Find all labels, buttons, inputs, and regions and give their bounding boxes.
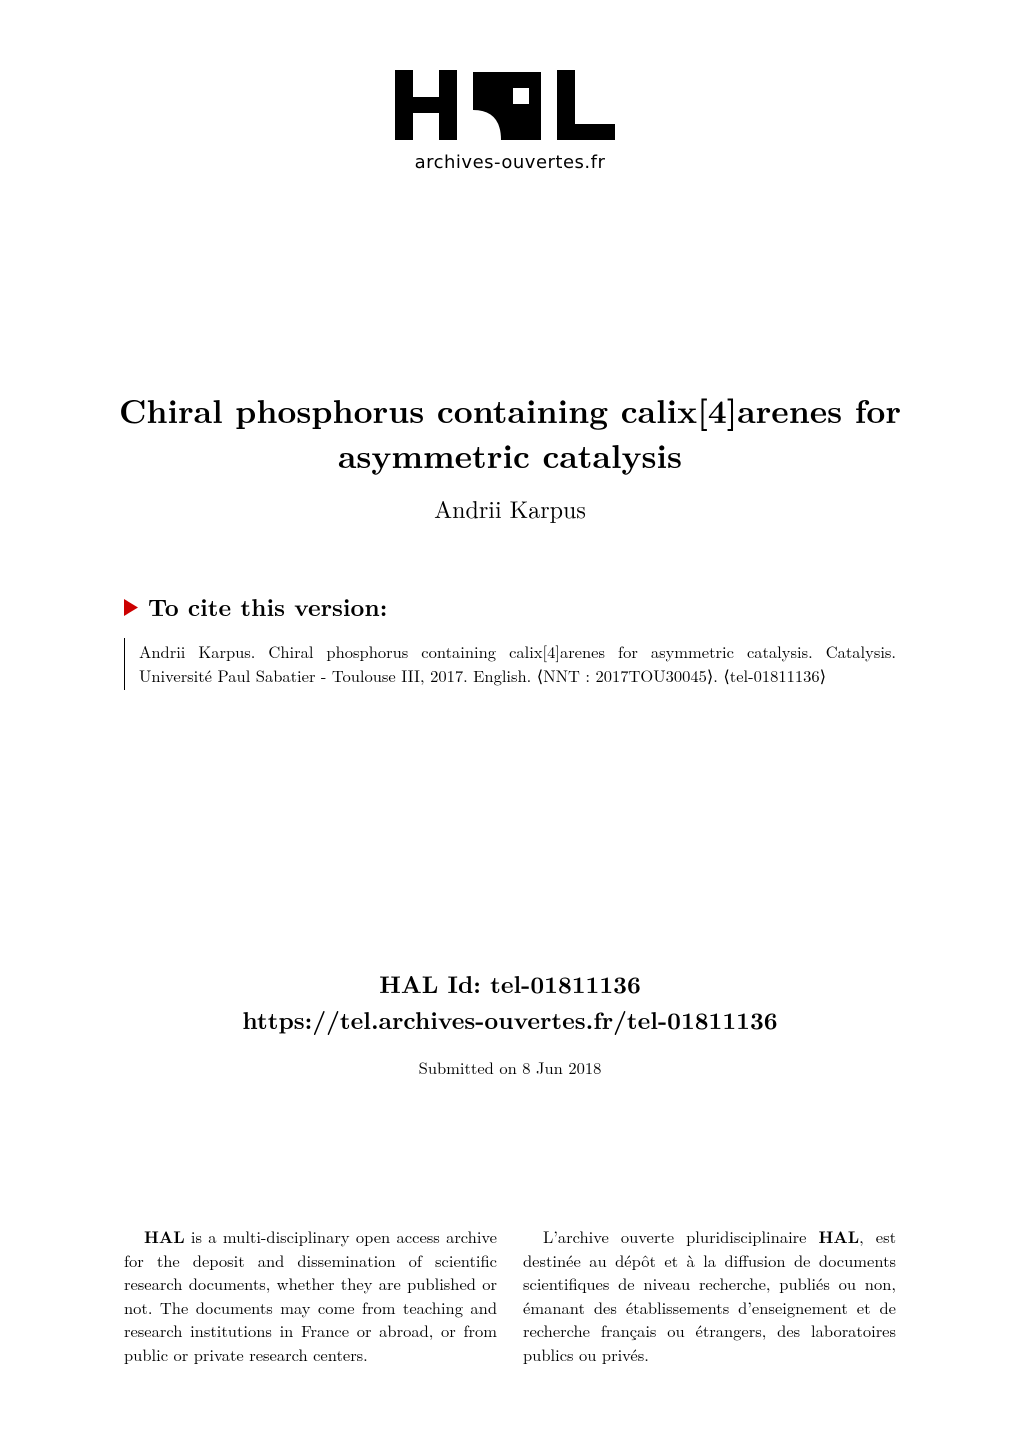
page-root: archives-ouvertes.fr Chiral phosphorus c… bbox=[0, 0, 1020, 1442]
hal-id-line: HAL Id: tel-01811136 bbox=[0, 966, 1020, 1003]
cite-body: Andrii Karpus. Chiral phosphorus contain… bbox=[124, 638, 896, 690]
cite-heading-row: To cite this version: bbox=[124, 590, 896, 624]
logo-caption: archives-ouvertes.fr bbox=[395, 152, 625, 173]
submitted-line: Submitted on 8 Jun 2018 bbox=[0, 1055, 1020, 1079]
cite-section: To cite this version: Andrii Karpus. Chi… bbox=[124, 590, 896, 690]
desc-right-bold: HAL bbox=[819, 1224, 860, 1248]
hal-logo-block: archives-ouvertes.fr bbox=[395, 66, 625, 173]
paper-author: Andrii Karpus bbox=[0, 491, 1020, 525]
cite-marker-icon bbox=[124, 599, 138, 616]
hal-id-block: HAL Id: tel-01811136 https://tel.archive… bbox=[0, 966, 1020, 1079]
desc-left-bold: HAL bbox=[144, 1224, 185, 1248]
desc-col-right: L’archive ouverte pluridisciplinaire HAL… bbox=[523, 1225, 896, 1366]
title-block: Chiral phosphorus containing calix[4]are… bbox=[0, 388, 1020, 525]
description-columns: HAL is a multi-disciplinary open access … bbox=[124, 1225, 896, 1366]
paper-title: Chiral phosphorus containing calix[4]are… bbox=[60, 388, 960, 477]
cite-heading: To cite this version: bbox=[148, 590, 387, 624]
hal-url-line: https://tel.archives-ouvertes.fr/tel-018… bbox=[0, 1003, 1020, 1037]
desc-col-left: HAL is a multi-disciplinary open access … bbox=[124, 1225, 497, 1366]
hal-wordmark-svg bbox=[395, 66, 625, 148]
desc-right-text: L’archive ouverte pluridisciplinaire HAL… bbox=[523, 1224, 896, 1365]
